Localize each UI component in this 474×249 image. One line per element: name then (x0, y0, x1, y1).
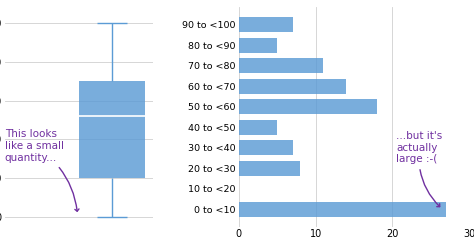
Bar (239, 202, 446, 217)
Bar (239, 38, 277, 53)
Bar (239, 59, 323, 73)
Bar (79, 81, 145, 178)
Bar (239, 99, 377, 114)
Text: ...but it's
actually
large :-(: ...but it's actually large :-( (396, 131, 443, 207)
Text: This looks
like a small
quantity...: This looks like a small quantity... (5, 129, 79, 211)
Bar (239, 120, 277, 135)
Bar (239, 140, 292, 155)
Bar (239, 79, 346, 94)
Bar (239, 17, 292, 32)
Bar (239, 161, 300, 176)
